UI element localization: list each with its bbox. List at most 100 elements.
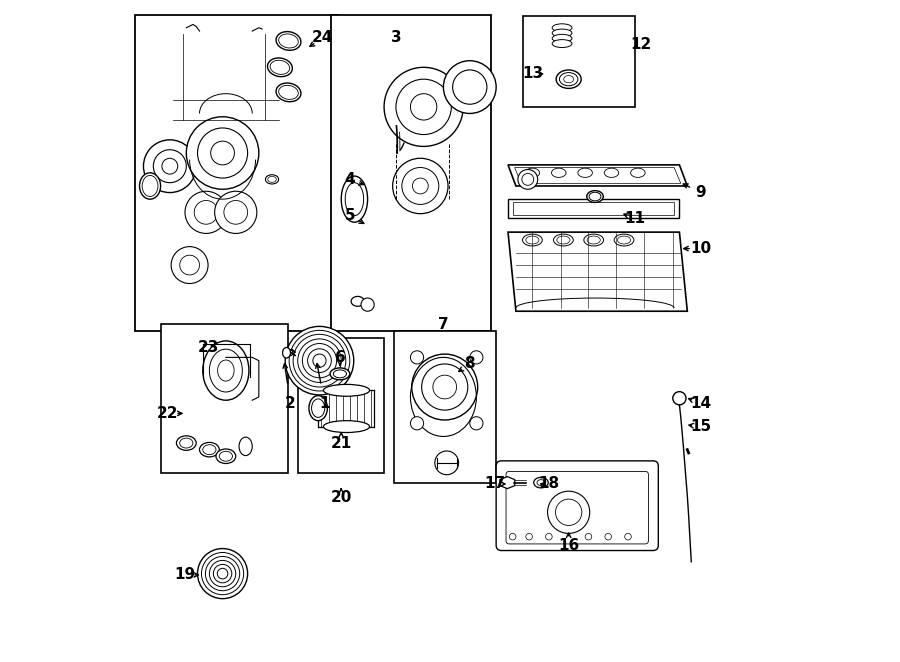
Circle shape [410, 351, 424, 364]
Ellipse shape [587, 236, 600, 244]
Ellipse shape [333, 370, 346, 378]
Ellipse shape [284, 350, 293, 356]
Polygon shape [508, 165, 688, 186]
Bar [331, 15, 490, 331]
Circle shape [526, 534, 533, 540]
Text: 1: 1 [320, 396, 330, 411]
Ellipse shape [560, 73, 578, 86]
Circle shape [313, 354, 326, 367]
Polygon shape [500, 477, 515, 489]
Circle shape [285, 326, 354, 395]
Ellipse shape [631, 168, 645, 177]
Bar [135, 15, 338, 331]
Ellipse shape [554, 234, 573, 246]
Circle shape [547, 491, 590, 534]
Circle shape [422, 364, 468, 410]
Ellipse shape [604, 168, 619, 177]
Text: 20: 20 [330, 491, 352, 505]
Circle shape [453, 70, 487, 104]
Ellipse shape [140, 173, 160, 199]
FancyBboxPatch shape [506, 471, 648, 544]
Circle shape [625, 534, 631, 540]
Ellipse shape [220, 451, 232, 461]
Bar [523, 16, 634, 107]
Circle shape [605, 534, 611, 540]
Circle shape [410, 94, 436, 120]
Text: 12: 12 [631, 36, 652, 52]
Circle shape [412, 354, 478, 420]
Circle shape [410, 416, 424, 430]
Ellipse shape [267, 58, 293, 77]
Circle shape [197, 549, 248, 598]
Ellipse shape [279, 34, 298, 48]
Text: 13: 13 [522, 66, 543, 81]
Text: 6: 6 [335, 350, 346, 365]
Circle shape [585, 534, 591, 540]
Text: 2: 2 [285, 396, 296, 411]
Ellipse shape [553, 34, 572, 42]
Circle shape [302, 344, 337, 378]
Text: 11: 11 [624, 211, 645, 226]
Ellipse shape [142, 175, 158, 197]
Circle shape [186, 117, 259, 189]
Ellipse shape [311, 399, 325, 417]
Bar [299, 338, 384, 473]
Circle shape [384, 68, 464, 146]
Circle shape [470, 416, 483, 430]
FancyBboxPatch shape [496, 461, 658, 551]
Ellipse shape [239, 437, 252, 455]
Ellipse shape [584, 234, 604, 246]
Text: 17: 17 [484, 477, 506, 491]
Circle shape [392, 158, 448, 214]
Text: 9: 9 [695, 185, 706, 200]
Circle shape [162, 158, 177, 174]
Text: 10: 10 [690, 241, 711, 256]
Circle shape [444, 61, 496, 113]
Circle shape [202, 553, 244, 594]
Circle shape [205, 557, 239, 591]
Circle shape [215, 191, 256, 234]
Ellipse shape [266, 175, 279, 184]
Circle shape [673, 392, 686, 405]
Circle shape [435, 451, 459, 475]
Polygon shape [508, 199, 680, 218]
Circle shape [396, 79, 451, 134]
Ellipse shape [556, 70, 581, 89]
Ellipse shape [537, 480, 544, 486]
Circle shape [171, 247, 208, 283]
Ellipse shape [553, 24, 572, 32]
Text: 24: 24 [312, 30, 334, 45]
Circle shape [361, 298, 374, 311]
Circle shape [298, 339, 341, 383]
Ellipse shape [330, 368, 350, 380]
Circle shape [197, 128, 248, 178]
Text: 22: 22 [158, 406, 178, 421]
Circle shape [518, 169, 537, 189]
Ellipse shape [351, 297, 364, 307]
Ellipse shape [614, 234, 634, 246]
Circle shape [555, 499, 581, 526]
Ellipse shape [276, 32, 301, 50]
Ellipse shape [180, 438, 193, 448]
Ellipse shape [526, 236, 539, 244]
Circle shape [308, 349, 331, 373]
Ellipse shape [563, 75, 573, 83]
Circle shape [185, 191, 227, 234]
Ellipse shape [267, 176, 276, 182]
Polygon shape [508, 232, 688, 311]
Circle shape [433, 375, 456, 399]
Text: 7: 7 [438, 317, 449, 332]
Ellipse shape [526, 168, 540, 177]
Circle shape [545, 534, 553, 540]
Circle shape [289, 330, 350, 391]
Ellipse shape [176, 436, 196, 450]
Ellipse shape [590, 192, 601, 201]
Text: 16: 16 [558, 538, 580, 553]
Circle shape [412, 178, 428, 194]
Circle shape [522, 173, 534, 185]
Ellipse shape [523, 234, 543, 246]
Text: 23: 23 [197, 340, 219, 355]
Circle shape [470, 351, 483, 364]
Circle shape [224, 201, 248, 224]
Circle shape [509, 534, 516, 540]
